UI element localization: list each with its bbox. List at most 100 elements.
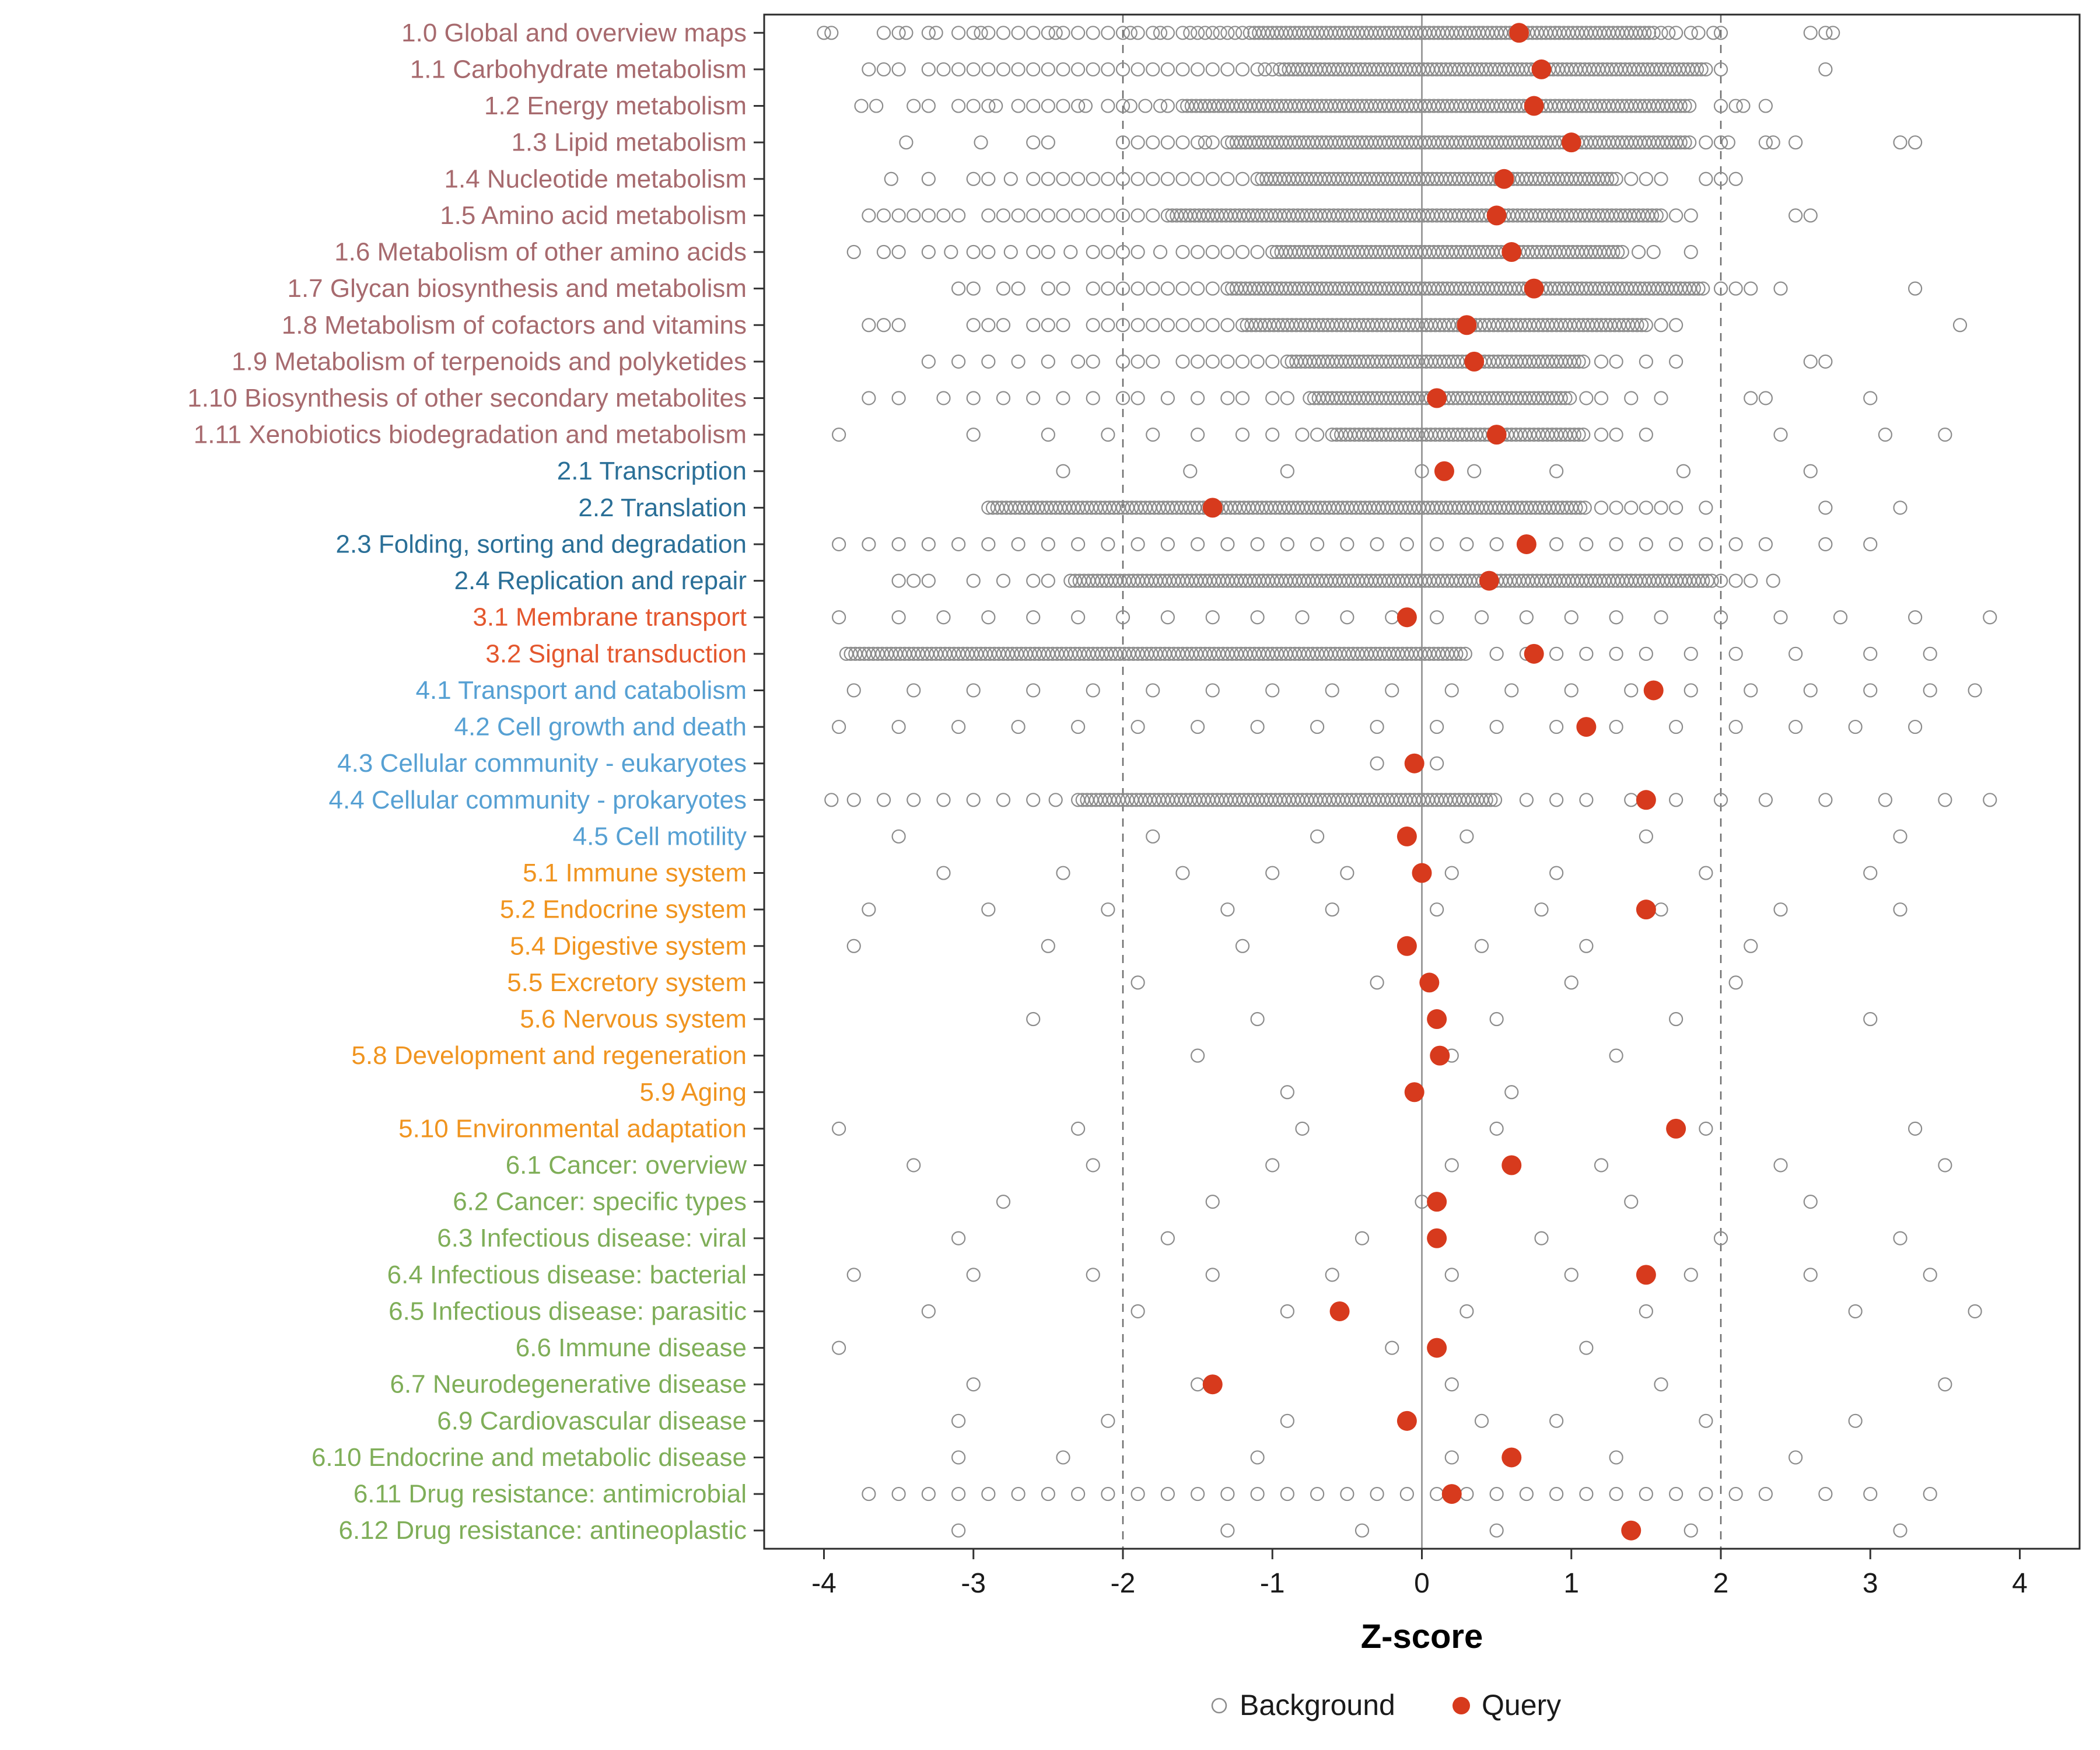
background-point (1086, 26, 1100, 40)
background-point (1923, 1486, 1937, 1502)
background-point (1624, 1195, 1639, 1209)
background-point (1265, 683, 1280, 698)
background-point (1645, 208, 1660, 223)
background-point (1773, 902, 1788, 917)
background-point (966, 172, 981, 186)
query-point (1404, 1082, 1424, 1102)
background-point (891, 537, 906, 552)
background-point (981, 318, 996, 332)
background-point (1639, 537, 1653, 552)
background-point (1310, 719, 1325, 734)
background-point (1250, 610, 1265, 625)
query-point (1396, 1410, 1417, 1431)
background-point (951, 62, 966, 77)
background-point (1101, 172, 1115, 186)
background-point (1803, 464, 1818, 478)
background-point (1634, 318, 1649, 332)
background-point (1594, 1158, 1609, 1172)
background-point (1175, 244, 1190, 260)
background-point (1160, 1231, 1175, 1245)
background-point (1567, 428, 1581, 442)
background-point (1713, 62, 1728, 77)
background-point (824, 26, 839, 40)
background-point (944, 244, 958, 260)
background-point (1220, 172, 1235, 186)
category-label: 6.11 Drug resistance: antimicrobial (354, 1480, 747, 1508)
background-point (1160, 172, 1175, 186)
category-label: 4.2 Cell growth and death (454, 713, 747, 741)
background-point (1191, 172, 1205, 186)
background-point (891, 26, 906, 40)
background-point (1370, 719, 1384, 734)
category-label: 5.6 Nervous system (520, 1005, 747, 1034)
background-point (1788, 208, 1803, 223)
background-point (1488, 793, 1503, 807)
background-point (1071, 610, 1086, 625)
background-point (1654, 610, 1668, 625)
background-point (966, 1377, 981, 1392)
background-point (1101, 281, 1115, 296)
background-point (1198, 135, 1213, 150)
query-point (1396, 936, 1417, 956)
background-point (907, 208, 921, 223)
legend-label: Query (1482, 1689, 1561, 1721)
background-point (1893, 1231, 1908, 1245)
background-point (1041, 573, 1055, 588)
background-point (1205, 172, 1220, 186)
background-point (1220, 354, 1235, 369)
background-point (921, 354, 936, 369)
background-point (1818, 501, 1833, 515)
background-point (981, 537, 996, 552)
background-point (1183, 26, 1198, 40)
category-label: 1.0 Global and overview maps (401, 19, 747, 47)
category-label: 6.2 Cancer: specific types (453, 1188, 747, 1216)
background-point (1558, 391, 1573, 405)
background-point (1803, 1268, 1818, 1282)
background-point (1460, 1304, 1474, 1319)
background-point (1220, 537, 1235, 552)
background-point (1489, 1121, 1504, 1136)
background-point (1699, 1121, 1713, 1136)
background-point (1041, 26, 1055, 40)
x-tick-label: 1 (1563, 1568, 1579, 1599)
background-point (1205, 1195, 1220, 1209)
background-point (1691, 281, 1706, 296)
background-point (1011, 99, 1026, 113)
background-point (1325, 1268, 1339, 1282)
background-point (1968, 683, 1982, 698)
background-point (1553, 391, 1568, 405)
background-point (1863, 1486, 1878, 1502)
background-point (1086, 281, 1100, 296)
background-point (1101, 1486, 1115, 1502)
background-point (1744, 683, 1758, 698)
background-point (1728, 1486, 1743, 1502)
category-label: 1.5 Amino acid metabolism (440, 201, 747, 230)
background-point (1071, 537, 1086, 552)
category-label: 1.4 Nucleotide metabolism (444, 164, 747, 193)
background-point (981, 208, 996, 223)
background-point (1713, 135, 1728, 150)
query-point (1621, 1520, 1642, 1541)
query-point (1202, 1374, 1223, 1395)
background-point (1519, 793, 1534, 807)
background-point (1773, 1158, 1788, 1172)
background-point (1115, 99, 1130, 113)
background-point (846, 939, 861, 953)
background-point (1728, 99, 1743, 113)
background-point (1728, 172, 1743, 186)
background-point (1265, 62, 1280, 77)
background-point (981, 610, 996, 625)
background-point (1706, 26, 1721, 40)
background-point (1160, 135, 1175, 150)
background-point (1041, 62, 1055, 77)
background-point (1101, 902, 1115, 917)
background-point (1713, 281, 1728, 296)
category-label: 1.1 Carbohydrate metabolism (410, 55, 747, 83)
background-point (1519, 610, 1534, 625)
background-point (1041, 208, 1055, 223)
background-point (1572, 354, 1586, 369)
background-point (907, 573, 921, 588)
category-label: 3.1 Membrane transport (473, 603, 747, 632)
background-point (1803, 26, 1818, 40)
